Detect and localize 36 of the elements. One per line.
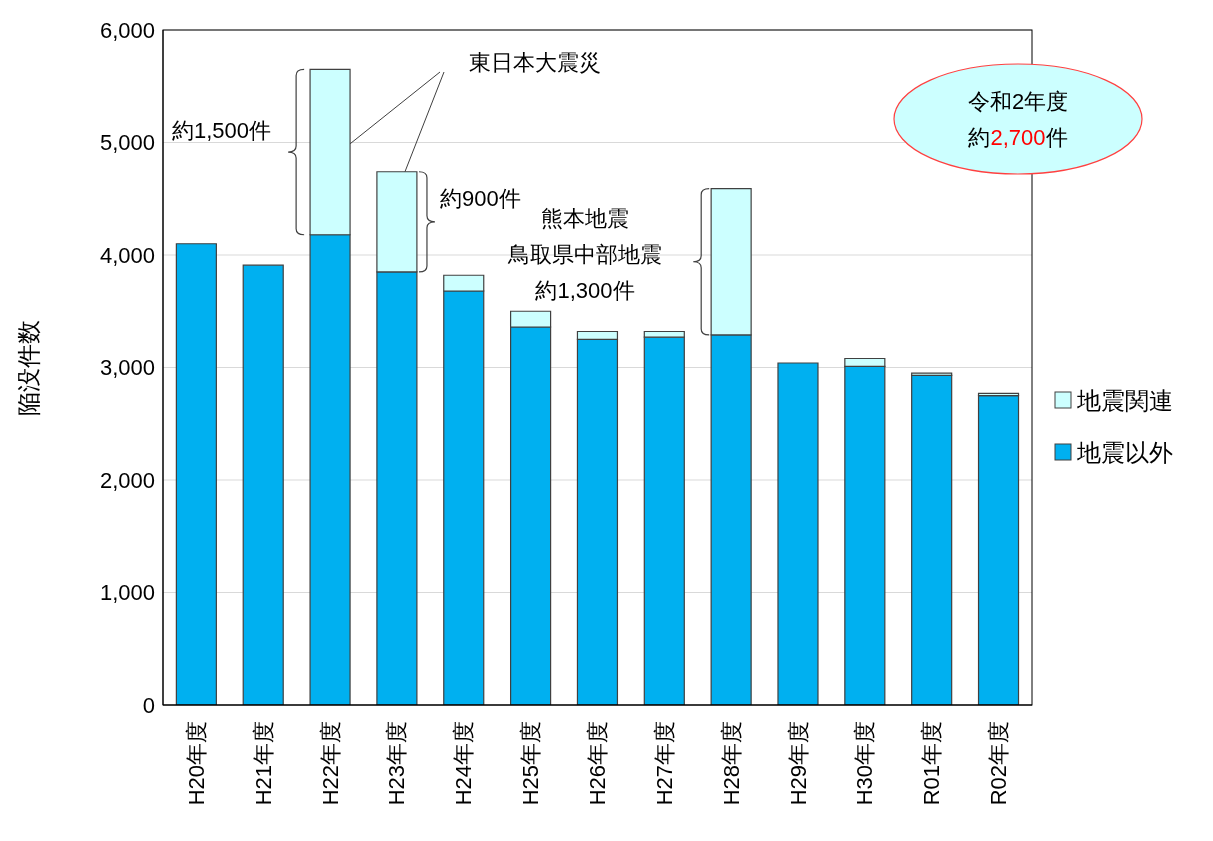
y-tick-label: 4,000: [99, 242, 155, 268]
y-tick-label: 2,000: [99, 467, 155, 493]
annotation: 約900件: [440, 185, 521, 211]
bar: [777, 362, 819, 705]
bar: [977, 395, 1020, 705]
y-tick-label: 3,000: [99, 355, 155, 381]
x-tick-label: H30年度: [852, 721, 878, 806]
annotation: 令和2年度: [967, 88, 1069, 114]
x-tick-label: H27年度: [651, 721, 677, 806]
x-tick-label: H23年度: [384, 721, 410, 806]
x-tick-label: H22年度: [317, 721, 343, 806]
annotation: 約1,500件: [172, 117, 272, 143]
x-tick-label: R02年度: [986, 721, 1012, 806]
y-tick-label: 0: [142, 692, 155, 718]
x-tick-label: H26年度: [585, 721, 610, 806]
x-tick-label: R01年度: [919, 721, 945, 806]
y-tick-label: 6,000: [99, 17, 155, 43]
annotation: 熊本地震: [541, 205, 629, 231]
annotation: 約1,300件: [535, 277, 635, 303]
bar: [242, 264, 284, 705]
legend-label: 地震以外: [1076, 438, 1173, 466]
x-tick-label: H24年度: [451, 721, 477, 806]
legend-label: 地震関連: [1076, 386, 1173, 414]
bar: [911, 374, 953, 705]
y-tick-label: 5,000: [99, 130, 155, 156]
x-tick-label: H28年度: [718, 721, 744, 806]
annotation: 鳥取県中部地震: [507, 241, 662, 267]
x-tick-label: H25年度: [518, 721, 544, 806]
annotation: 東日本大震災: [469, 49, 601, 75]
x-tick-label: H20年度: [183, 721, 209, 806]
y-axis-title: 陥没件数: [14, 319, 42, 416]
x-tick-label: H29年度: [785, 721, 811, 806]
bar: [175, 243, 217, 705]
x-tick-label: H21年度: [250, 721, 276, 806]
y-tick-label: 1,000: [99, 580, 155, 606]
annotation: 約2,700件: [968, 124, 1068, 150]
